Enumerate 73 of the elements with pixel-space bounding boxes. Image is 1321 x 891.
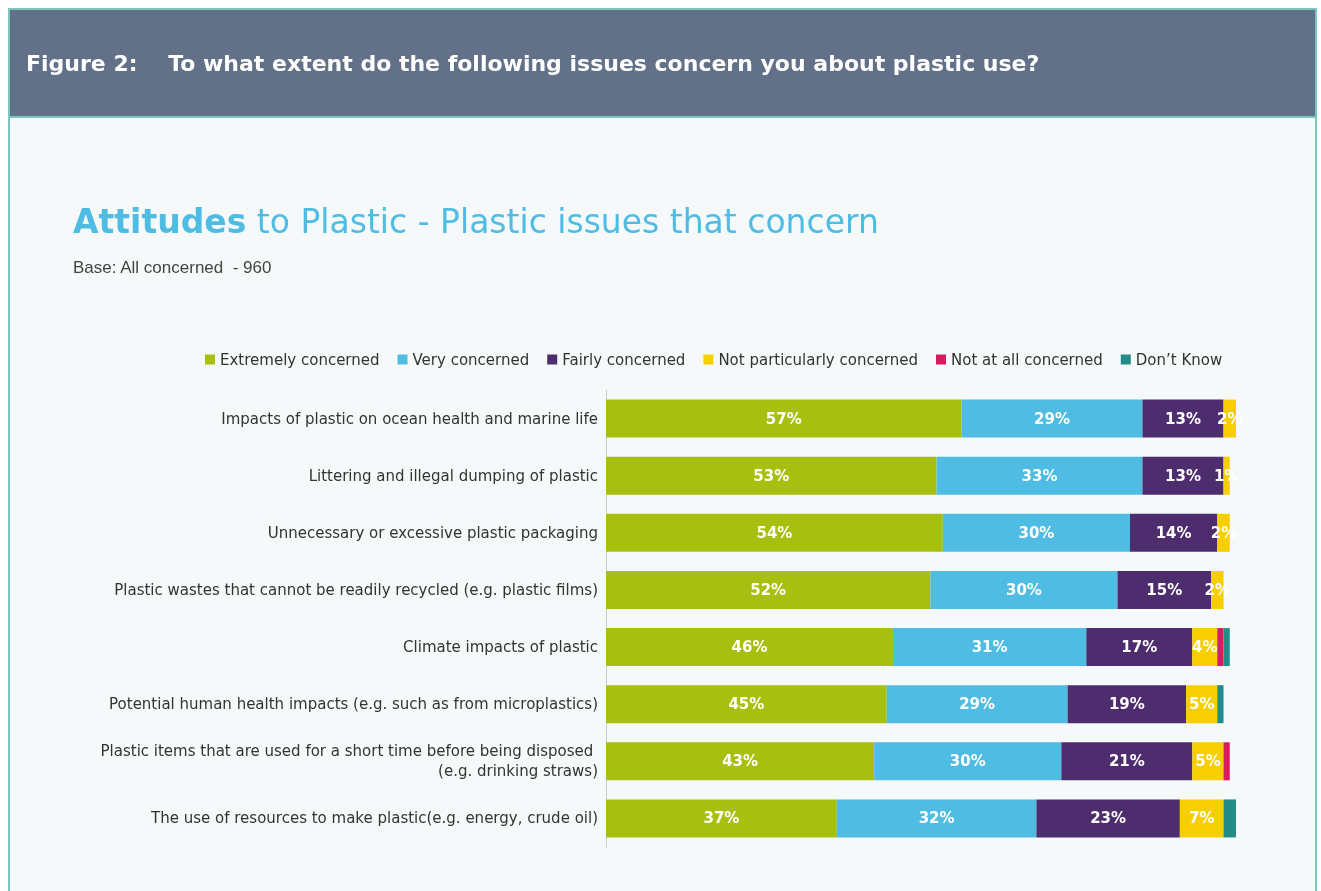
bar <box>1086 628 1193 667</box>
data-label: 21% <box>1108 752 1145 771</box>
bar <box>606 513 943 552</box>
y-tick-label: Impacts of plastic on ocean health and marine life <box>221 409 598 428</box>
data-label: 57% <box>765 409 802 428</box>
bar <box>836 799 1037 838</box>
text: Base: All concerned - 960 <box>73 258 272 278</box>
data-label: 7% <box>1188 809 1215 828</box>
bar <box>930 570 1118 609</box>
bar <box>1036 799 1180 838</box>
data-label: 23% <box>1090 809 1127 828</box>
bar <box>1217 628 1224 667</box>
data-label: 13% <box>1165 409 1201 428</box>
legend-label: Not at all concerned <box>951 350 1103 369</box>
data-label: 33% <box>1021 466 1058 485</box>
y-tick-label: Climate impacts of plastic <box>403 638 598 657</box>
data-label: 54% <box>756 523 793 542</box>
bar <box>606 742 875 781</box>
y-tick-label: The use of resources to make plastic(e.g. energy, crude oil) <box>150 809 598 828</box>
data-label: 1% <box>1213 466 1240 485</box>
bar <box>1217 685 1224 724</box>
data-label: 30% <box>1018 523 1055 542</box>
data-label: 5% <box>1188 695 1215 714</box>
bar <box>606 628 893 667</box>
data-label: 32% <box>918 809 955 828</box>
bar <box>936 456 1143 495</box>
data-label: 46% <box>731 638 768 657</box>
bar <box>1067 685 1187 724</box>
data-label: 53% <box>753 466 790 485</box>
data-label: 19% <box>1108 695 1145 714</box>
y-tick-label: Unnecessary or excessive plastic packaging <box>267 523 598 542</box>
chart-subtitle: Attitudes to Plastic - Plastic issues that concern <box>73 202 879 241</box>
bar <box>606 570 931 609</box>
data-label: 43% <box>722 752 759 771</box>
data-label: 31% <box>971 638 1008 657</box>
legend-label: Fairly concerned <box>562 350 686 369</box>
legend-label: Not particularly concerned <box>718 350 919 369</box>
bar <box>606 799 837 838</box>
y-tick-label: Plastic items that are used for a short time before being disposed (e.g. drinking straws) <box>100 742 598 781</box>
data-label: 14% <box>1155 523 1192 542</box>
legend-label: Extremely concerned <box>220 350 380 369</box>
bar <box>1223 799 1236 838</box>
data-label: 29% <box>959 695 996 714</box>
bar <box>606 456 937 495</box>
y-tick-label: Potential human health impacts (e.g. such as from microplastics) <box>109 695 598 714</box>
legend-label: Very concerned <box>412 350 530 369</box>
data-label: 5% <box>1195 752 1221 771</box>
bar <box>942 513 1130 552</box>
bar <box>1223 742 1230 781</box>
data-label: 29% <box>1034 409 1070 428</box>
bar <box>1061 742 1193 781</box>
data-label: 37% <box>703 809 740 828</box>
bar <box>1179 799 1224 838</box>
bar <box>892 628 1087 667</box>
data-label: 52% <box>750 580 787 599</box>
y-tick-label: Plastic wastes that cannot be readily recycled (e.g. plastic films) <box>114 580 598 599</box>
bar <box>1223 628 1230 667</box>
data-label: 30% <box>949 752 986 771</box>
bar <box>874 742 1062 781</box>
data-label: 2% <box>1204 580 1231 599</box>
chart-title: Figure 2: To what extent do the following issues concern you about plastic use? <box>10 10 1315 118</box>
data-label: 17% <box>1121 638 1158 657</box>
data-label: 30% <box>1005 580 1042 599</box>
data-label: 13% <box>1165 466 1201 485</box>
legend-label: Don’t Know <box>1135 350 1223 369</box>
bar <box>606 685 887 724</box>
data-label: 15% <box>1146 580 1183 599</box>
y-tick-label: Littering and illegal dumping of plastic <box>308 466 598 485</box>
bar <box>606 399 962 438</box>
bar <box>886 685 1068 724</box>
bar <box>961 399 1143 438</box>
data-label: 4% <box>1192 638 1218 657</box>
data-label: 45% <box>728 695 765 714</box>
